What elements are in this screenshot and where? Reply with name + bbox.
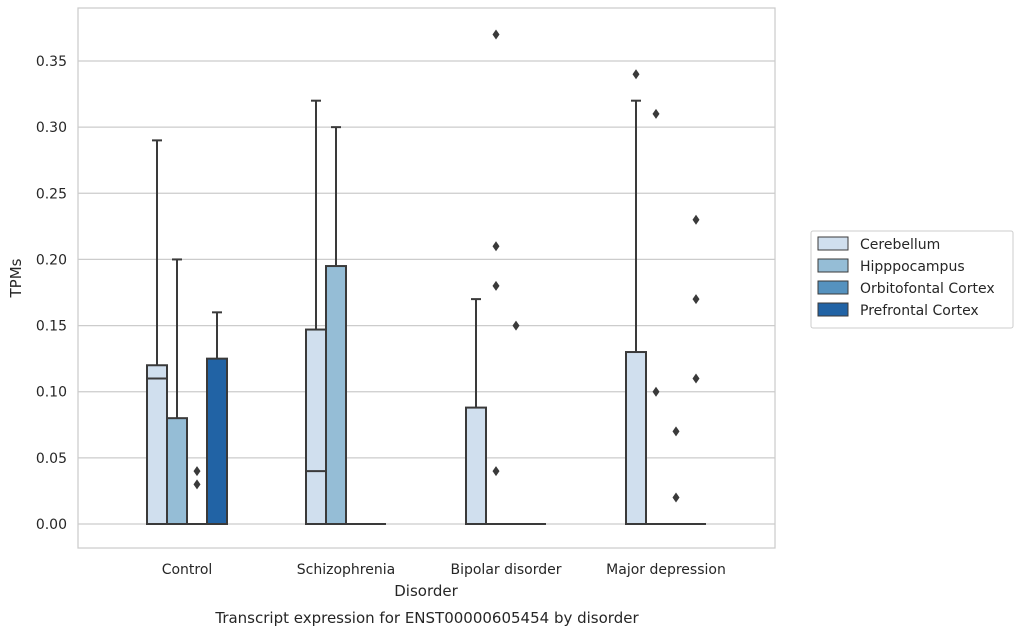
legend-label: Hipppocampus [860, 259, 965, 275]
legend-swatch [817, 258, 849, 273]
box [206, 357, 228, 525]
y-axis-label: TPMs [7, 258, 25, 298]
outlier-point [672, 426, 680, 437]
y-tick-label: 0.20 [36, 252, 67, 268]
y-tick-label: 0.25 [36, 186, 67, 202]
legend-label: Prefrontal Cortex [860, 303, 979, 319]
outlier-point [632, 69, 640, 80]
x-axis-label: Disorder [394, 582, 458, 600]
y-tick-label: 0.00 [36, 517, 67, 533]
outlier-point [672, 492, 680, 503]
y-tick-labels: 0.00 0.05 0.10 0.15 0.20 0.25 0.30 0.35 [36, 54, 67, 533]
y-tick-label: 0.05 [36, 451, 67, 467]
box [465, 406, 487, 525]
outlier-point [492, 241, 500, 252]
chart-title: Transcript expression for ENST0000060545… [214, 609, 639, 627]
box [325, 265, 347, 525]
series-prefrontal-cortex [206, 214, 706, 525]
y-tick-label: 0.30 [36, 120, 67, 136]
outlier-point [692, 214, 700, 225]
box [166, 417, 188, 525]
legend-swatch [817, 236, 849, 251]
legend-label: Orbitofontal Cortex [860, 281, 995, 297]
outlier-point [652, 386, 660, 397]
outlier-point [193, 479, 201, 490]
plot-frame [77, 7, 776, 549]
outlier-point [193, 466, 201, 477]
x-tick-label: Major depression [606, 562, 726, 578]
x-tick-label: Schizophrenia [297, 562, 395, 578]
x-tick-label: Control [162, 562, 213, 578]
box [146, 364, 168, 525]
legend: Cerebellum Hipppocampus Orbitofontal Corte… [810, 230, 1014, 329]
y-tick-label: 0.15 [36, 319, 67, 335]
box [625, 351, 647, 525]
x-tick-label: Bipolar disorder [450, 562, 561, 578]
outlier-point [492, 466, 500, 477]
outlier-point [512, 320, 520, 331]
series-cerebellum [146, 69, 647, 526]
outlier-point [692, 373, 700, 384]
y-tick-label: 0.10 [36, 385, 67, 401]
y-tick-label: 0.35 [36, 54, 67, 70]
legend-swatch [817, 280, 849, 295]
series-orbitofontal-cortex [187, 320, 686, 525]
legend-swatch [817, 302, 849, 317]
series-hipppocampus [166, 29, 666, 525]
legend-frame [810, 230, 1014, 329]
x-tick-labels: Control Schizophrenia Bipolar disorder Majo… [162, 562, 726, 578]
outlier-point [652, 108, 660, 119]
outlier-point [492, 29, 500, 40]
outlier-point [692, 294, 700, 305]
box-plot-series [146, 29, 706, 526]
legend-label: Cerebellum [860, 237, 940, 253]
box [305, 328, 327, 526]
outlier-point [492, 280, 500, 291]
